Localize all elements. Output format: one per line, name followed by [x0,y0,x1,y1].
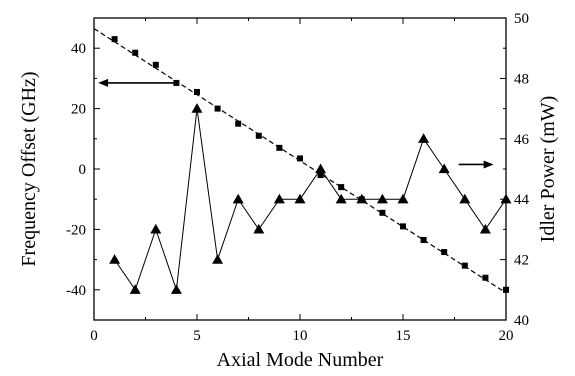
y2-tick-label: 50 [514,11,529,27]
square-marker [276,144,283,151]
square-marker [132,49,139,56]
axis-arrow-head [98,78,109,87]
square-marker [194,88,200,95]
triangle-marker [335,193,347,204]
y2-tick-label: 40 [514,313,529,329]
x-tick-label: 15 [396,328,411,344]
square-marker [317,172,324,179]
x-tick-label: 0 [90,328,98,344]
square-marker [400,223,406,230]
triangle-marker [109,254,121,264]
y2-axis-title: Idler Power (mW) [537,96,559,243]
y2-tick-label: 42 [514,253,529,269]
y-axis-title: Frequency Offset (GHz) [18,71,40,266]
square-marker [297,155,303,162]
arrow-layer [98,78,494,169]
triangle-marker [479,223,491,234]
marker-layer [109,36,512,294]
y-tick-label: 20 [71,102,86,118]
series-line [114,108,507,291]
triangle-marker [397,193,409,204]
triangle-marker [170,284,182,294]
triangle-marker [191,103,203,113]
triangle-marker [459,193,471,204]
y2-tick-label: 44 [514,192,530,208]
series-layer [114,108,507,291]
square-marker [420,236,427,243]
x-axis-title: Axial Mode Number [217,349,384,371]
triangle-marker [500,193,512,204]
x-tick-label: 20 [499,328,514,344]
triangle-marker [232,193,244,204]
triangle-marker [150,223,162,234]
square-marker [255,132,262,139]
square-marker [461,262,468,269]
axis-arrow-head [483,160,494,169]
square-marker [214,105,221,112]
triangle-marker [315,163,327,174]
x-tick-label: 10 [293,328,308,344]
square-marker [111,36,118,43]
y-tick-label: -40 [66,283,86,299]
triangle-marker [376,193,388,204]
y2-tick-label: 48 [514,71,529,87]
square-marker [482,274,489,281]
square-marker [338,184,345,191]
y-tick-label: 40 [71,41,86,57]
y-tick-label: 0 [79,162,87,178]
triangle-marker [438,163,450,174]
triangle-marker [273,193,285,204]
square-marker [235,120,242,127]
square-marker [441,249,448,256]
square-marker [379,209,386,216]
triangle-marker [356,193,368,204]
y2-tick-label: 46 [514,132,530,148]
triangle-marker [253,223,265,234]
triangle-marker [212,254,224,264]
square-marker [152,61,159,68]
y-tick-label: -20 [66,222,86,238]
triangle-marker [129,284,141,294]
triangle-marker [418,133,430,143]
x-tick-label: 5 [193,328,201,344]
triangle-marker [294,193,306,204]
